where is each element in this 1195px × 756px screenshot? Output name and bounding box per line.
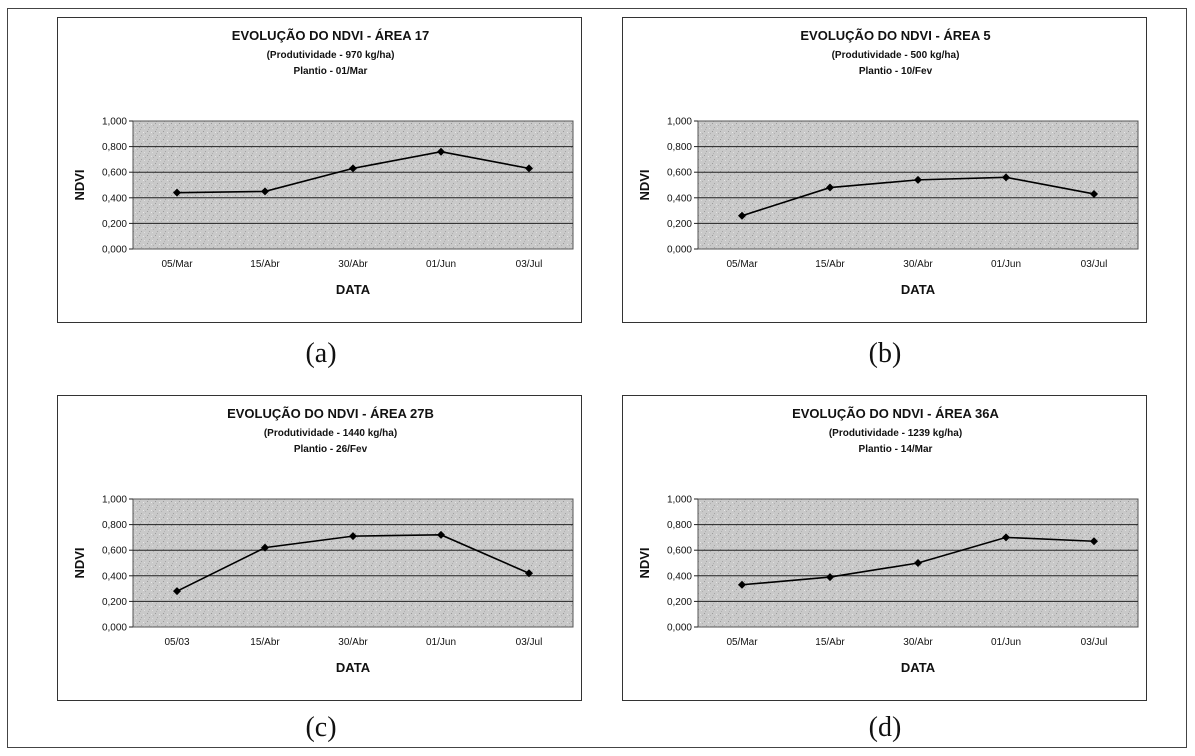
chart-subtitle: (Produtividade - 500 kg/ha) [832, 50, 960, 61]
y-tick-label: 0,000 [667, 245, 692, 256]
chart-panel-d: EVOLUÇÃO DO NDVI - ÁREA 36A (Produtividad… [622, 395, 1147, 701]
y-tick-label: 0,400 [667, 193, 692, 204]
chart-svg: EVOLUÇÃO DO NDVI - ÁREA 5 (Produtividade … [637, 28, 1139, 297]
y-tick-label: 1,000 [667, 495, 692, 506]
chart-svg: EVOLUÇÃO DO NDVI - ÁREA 36A (Produtividad… [637, 406, 1139, 675]
y-tick-label: 0,600 [102, 168, 127, 179]
y-tick-label: 0,000 [102, 245, 127, 256]
y-tick-label: 0,600 [102, 546, 127, 557]
y-tick-label: 0,800 [102, 520, 127, 531]
x-tick-label: 03/Jul [516, 259, 543, 270]
x-tick-label: 01/Jun [426, 259, 456, 270]
y-tick-label: 1,000 [102, 117, 127, 128]
data-point [261, 187, 269, 196]
y-axis-label: NDVI [637, 547, 652, 578]
data-point [173, 587, 181, 596]
data-point [1002, 533, 1010, 542]
y-tick-label: 0,200 [667, 219, 692, 230]
data-point [826, 183, 834, 192]
chart-svg: EVOLUÇÃO DO NDVI - ÁREA 17 (Produtividade… [72, 28, 574, 297]
data-point [525, 164, 533, 173]
y-tick-label: 0,800 [667, 520, 692, 531]
data-point [525, 569, 533, 578]
caption-a: (a) [305, 338, 337, 369]
y-axis-label: NDVI [637, 169, 652, 200]
y-axis-label: NDVI [72, 169, 87, 200]
data-point [1090, 189, 1098, 198]
y-tick-label: 0,400 [102, 193, 127, 204]
chart-panel-b: EVOLUÇÃO DO NDVI - ÁREA 5 (Produtividade … [622, 17, 1147, 323]
x-tick-label: 05/Mar [726, 259, 758, 270]
data-point [914, 175, 922, 184]
chart-panel-c: EVOLUÇÃO DO NDVI - ÁREA 27B (Produtividad… [57, 395, 582, 701]
y-tick-label: 0,400 [667, 571, 692, 582]
x-tick-label: 05/Mar [726, 637, 758, 648]
y-tick-label: 0,800 [667, 142, 692, 153]
plot-area [132, 498, 574, 628]
y-tick-label: 0,600 [667, 546, 692, 557]
data-point [826, 573, 834, 582]
y-tick-label: 0,200 [667, 597, 692, 608]
data-point [1090, 537, 1098, 546]
x-tick-label: 05/Mar [161, 259, 193, 270]
chart-title: EVOLUÇÃO DO NDVI - ÁREA 5 [800, 28, 990, 43]
y-tick-label: 0,200 [102, 597, 127, 608]
x-tick-label: 01/Jun [991, 259, 1021, 270]
chart-subtitle: (Produtividade - 1440 kg/ha) [264, 428, 397, 439]
chart-planting-date: Plantio - 26/Fev [294, 444, 368, 455]
chart-planting-date: Plantio - 14/Mar [859, 444, 933, 455]
x-tick-label: 05/03 [164, 637, 189, 648]
x-axis-label: DATA [901, 660, 936, 675]
x-tick-label: 01/Jun [991, 637, 1021, 648]
data-point [437, 147, 445, 156]
data-point [914, 559, 922, 567]
x-tick-label: 01/Jun [426, 637, 456, 648]
y-tick-label: 0,800 [102, 142, 127, 153]
caption-c: (c) [305, 712, 337, 743]
x-tick-label: 30/Abr [338, 259, 368, 270]
chart-title: EVOLUÇÃO DO NDVI - ÁREA 27B [227, 406, 434, 421]
x-tick-label: 03/Jul [516, 637, 543, 648]
x-tick-label: 15/Abr [250, 259, 280, 270]
data-point [437, 530, 445, 539]
x-axis-label: DATA [336, 660, 371, 675]
y-tick-label: 0,000 [667, 623, 692, 634]
chart-subtitle: (Produtividade - 970 kg/ha) [267, 50, 395, 61]
y-tick-label: 0,400 [102, 571, 127, 582]
y-tick-label: 0,000 [102, 623, 127, 634]
chart-svg: EVOLUÇÃO DO NDVI - ÁREA 27B (Produtividad… [72, 406, 574, 675]
data-point [173, 188, 181, 197]
x-tick-label: 30/Abr [903, 259, 933, 270]
x-axis-label: DATA [901, 282, 936, 297]
x-axis-label: DATA [336, 282, 371, 297]
chart-planting-date: Plantio - 01/Mar [294, 66, 368, 77]
x-tick-label: 30/Abr [338, 637, 368, 648]
y-tick-label: 0,200 [102, 219, 127, 230]
chart-title: EVOLUÇÃO DO NDVI - ÁREA 17 [232, 28, 429, 43]
data-point [738, 211, 746, 220]
plot-area [132, 120, 574, 250]
chart-planting-date: Plantio - 10/Fev [859, 66, 933, 77]
x-tick-label: 15/Abr [815, 637, 845, 648]
x-tick-label: 15/Abr [815, 259, 845, 270]
y-tick-label: 1,000 [102, 495, 127, 506]
chart-subtitle: (Produtividade - 1239 kg/ha) [829, 428, 962, 439]
x-tick-label: 03/Jul [1081, 637, 1108, 648]
y-tick-label: 1,000 [667, 117, 692, 128]
data-point [738, 580, 746, 589]
x-tick-label: 03/Jul [1081, 259, 1108, 270]
chart-panel-a: EVOLUÇÃO DO NDVI - ÁREA 17 (Produtividade… [57, 17, 582, 323]
data-point [1002, 173, 1010, 182]
caption-d: (d) [868, 712, 902, 743]
data-point [349, 164, 357, 173]
plot-area [697, 120, 1139, 250]
caption-b: (b) [868, 338, 902, 369]
chart-title: EVOLUÇÃO DO NDVI - ÁREA 36A [792, 406, 999, 421]
y-tick-label: 0,600 [667, 168, 692, 179]
y-axis-label: NDVI [72, 547, 87, 578]
data-point [261, 543, 269, 552]
data-point [349, 532, 357, 541]
x-tick-label: 15/Abr [250, 637, 280, 648]
x-tick-label: 30/Abr [903, 637, 933, 648]
